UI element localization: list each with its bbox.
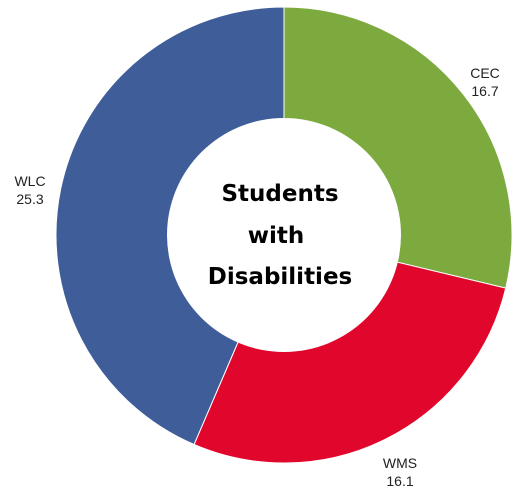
chart-title-line-3: Disabilities — [208, 264, 352, 290]
chart-title: Students with Disabilities — [208, 181, 352, 290]
chart-title-line-1: Students — [221, 181, 338, 207]
slice-labels: CEC 16.7 WMS 16.1 WLC 25.3 — [14, 65, 499, 489]
slice-label-wms-name: WMS — [383, 455, 417, 471]
chart-title-line-2: with — [248, 223, 305, 249]
slice-label-cec-name: CEC — [470, 65, 500, 81]
slice-label-cec-value: 16.7 — [471, 83, 498, 99]
donut-hole — [167, 118, 401, 352]
slice-label-wlc-name: WLC — [14, 173, 45, 189]
slice-label-wlc-value: 25.3 — [16, 191, 43, 207]
slice-label-wms-value: 16.1 — [386, 473, 413, 489]
